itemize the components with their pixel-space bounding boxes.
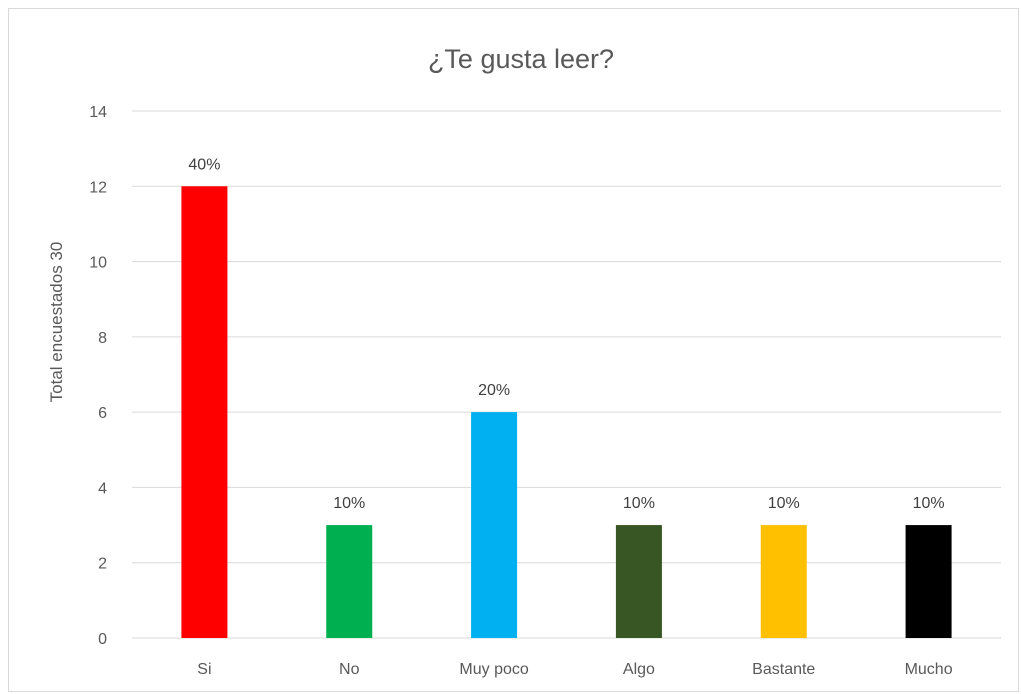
x-category-label: Muy poco — [459, 661, 528, 678]
data-label: 40% — [188, 156, 220, 173]
y-tick-label: 0 — [98, 631, 107, 648]
bar-bastante — [760, 525, 807, 638]
y-tick-label: 14 — [89, 104, 107, 121]
x-category-label: No — [339, 661, 360, 678]
data-label: 10% — [768, 495, 800, 512]
data-label: 10% — [623, 495, 655, 512]
x-category-label: Bastante — [752, 661, 815, 678]
y-tick-label: 8 — [98, 330, 107, 347]
data-label: 20% — [478, 382, 510, 399]
bar-algo — [615, 525, 662, 638]
y-tick-label: 4 — [98, 480, 107, 497]
y-axis-title: Total encuestados 30 — [47, 242, 66, 403]
bar-si — [181, 186, 228, 639]
chart-title: ¿Te gusta leer? — [428, 44, 614, 74]
y-tick-label: 12 — [89, 179, 107, 196]
x-category-label: Mucho — [905, 661, 953, 678]
bar-mucho — [905, 525, 952, 638]
data-labels: 40% 10% 20% 10% 10% 10% — [188, 156, 944, 512]
y-axis-ticks: 0 2 4 6 8 10 12 14 — [89, 104, 107, 648]
data-label: 10% — [913, 495, 945, 512]
x-category-label: Algo — [623, 661, 655, 678]
bars — [181, 186, 952, 639]
gridlines — [132, 110, 1001, 639]
x-axis-categories: Si No Muy poco Algo Bastante Mucho — [197, 661, 952, 678]
y-tick-label: 10 — [89, 255, 107, 272]
y-tick-label: 6 — [98, 405, 107, 422]
data-label: 10% — [333, 495, 365, 512]
x-category-label: Si — [197, 661, 211, 678]
y-tick-label: 2 — [98, 556, 107, 573]
bar-no — [326, 525, 373, 638]
bar-muy-poco — [471, 412, 518, 638]
